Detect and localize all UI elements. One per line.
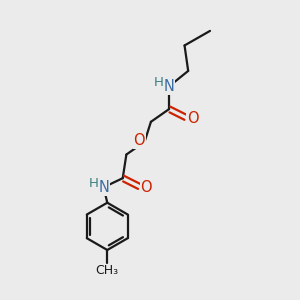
Text: CH₃: CH₃ xyxy=(96,264,119,278)
Text: H: H xyxy=(89,177,99,190)
Text: O: O xyxy=(187,111,199,126)
Text: N: N xyxy=(98,180,109,195)
Text: O: O xyxy=(133,134,145,148)
Text: O: O xyxy=(141,180,152,195)
Text: N: N xyxy=(164,79,175,94)
Text: H: H xyxy=(154,76,164,89)
